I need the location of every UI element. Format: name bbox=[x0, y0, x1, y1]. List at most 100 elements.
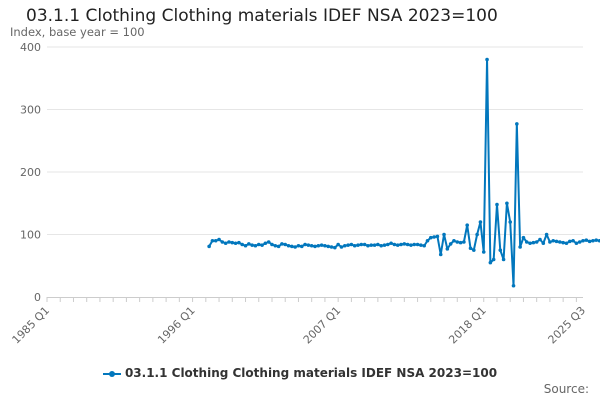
data-point bbox=[571, 238, 575, 243]
data-point bbox=[293, 245, 297, 249]
y-tick-label: 300 bbox=[20, 104, 41, 117]
data-point bbox=[210, 238, 215, 243]
data-point bbox=[296, 243, 301, 248]
data-point bbox=[435, 234, 440, 239]
data-point bbox=[531, 240, 536, 245]
data-point bbox=[220, 240, 225, 244]
data-point bbox=[250, 243, 254, 247]
data-point bbox=[240, 242, 245, 247]
data-point bbox=[339, 245, 344, 249]
data-point bbox=[488, 260, 493, 265]
data-point bbox=[346, 243, 350, 247]
data-point bbox=[342, 243, 347, 248]
data-point bbox=[554, 239, 559, 244]
data-point bbox=[581, 238, 585, 243]
data-point bbox=[237, 240, 241, 245]
data-point bbox=[564, 241, 569, 246]
data-point bbox=[412, 242, 417, 247]
data-point bbox=[376, 242, 380, 247]
data-point bbox=[521, 235, 526, 240]
data-point bbox=[558, 240, 562, 244]
data-point bbox=[458, 240, 463, 245]
data-point bbox=[567, 239, 572, 244]
data-point bbox=[260, 243, 264, 247]
data-point bbox=[465, 223, 470, 227]
data-point bbox=[385, 242, 390, 247]
data-point bbox=[491, 257, 496, 262]
data-point bbox=[392, 242, 397, 247]
x-tick-label: 1996 Q1 bbox=[155, 304, 198, 347]
data-point bbox=[508, 220, 513, 224]
data-point bbox=[369, 243, 374, 247]
data-point bbox=[445, 247, 450, 251]
data-point bbox=[475, 232, 479, 237]
data-point bbox=[577, 240, 582, 244]
legend-line-marker-icon bbox=[102, 369, 121, 379]
data-point bbox=[402, 242, 407, 246]
data-point bbox=[544, 232, 549, 237]
y-tick-label: 100 bbox=[20, 229, 41, 242]
data-point bbox=[515, 122, 519, 126]
data-point bbox=[429, 235, 433, 240]
data-point bbox=[323, 243, 327, 248]
data-point bbox=[455, 240, 460, 244]
y-tick-label: 200 bbox=[20, 166, 41, 179]
data-point bbox=[511, 283, 516, 288]
data-point bbox=[306, 243, 311, 247]
data-point bbox=[286, 243, 291, 248]
data-point bbox=[448, 242, 453, 246]
data-point bbox=[372, 243, 377, 247]
data-point bbox=[395, 243, 400, 247]
data-point bbox=[283, 242, 288, 247]
data-point bbox=[518, 245, 522, 249]
data-point bbox=[309, 243, 314, 248]
data-point bbox=[468, 246, 473, 251]
y-tick-label: 400 bbox=[20, 41, 41, 54]
data-point bbox=[438, 252, 443, 257]
data-point bbox=[326, 244, 331, 249]
data-point bbox=[399, 242, 403, 247]
data-point bbox=[425, 238, 430, 243]
data-point bbox=[313, 244, 317, 249]
x-tick-label: 1985 Q1 bbox=[10, 304, 53, 347]
data-point bbox=[213, 238, 218, 243]
data-point bbox=[442, 232, 446, 237]
axes: 0 100 200 300 400 1985 Q1 1996 Q1 2007 Q1 2018 Q… bbox=[10, 41, 589, 346]
data-point bbox=[472, 248, 476, 252]
data-point bbox=[270, 242, 274, 247]
data-point bbox=[247, 242, 251, 246]
data-point bbox=[462, 240, 466, 244]
x-tick-label: 2007 Q1 bbox=[301, 304, 344, 347]
data-point bbox=[217, 237, 221, 242]
data-point bbox=[528, 241, 532, 246]
series-line bbox=[208, 58, 600, 287]
data-point bbox=[485, 57, 489, 62]
data-point bbox=[591, 238, 595, 243]
chart-title: 03.1.1 Clothing Clothing materials IDEF … bbox=[26, 6, 498, 26]
data-point bbox=[405, 242, 410, 247]
data-point bbox=[379, 243, 383, 248]
data-point bbox=[316, 243, 321, 248]
data-point bbox=[319, 243, 324, 247]
data-point bbox=[594, 238, 599, 242]
legend[interactable]: 03.1.1 Clothing Clothing materials IDEF … bbox=[0, 366, 600, 380]
data-point bbox=[548, 240, 552, 244]
x-tick-label: 2018 Q1 bbox=[446, 304, 489, 347]
data-point bbox=[290, 244, 294, 249]
data-point bbox=[389, 241, 393, 246]
data-point bbox=[280, 242, 284, 246]
data-point bbox=[382, 243, 387, 247]
data-point bbox=[495, 202, 499, 207]
data-point bbox=[223, 241, 228, 246]
data-point bbox=[498, 248, 503, 252]
data-point bbox=[432, 235, 436, 239]
data-point bbox=[336, 242, 340, 247]
legend-label: 03.1.1 Clothing Clothing materials IDEF … bbox=[124, 366, 498, 380]
data-point bbox=[362, 242, 367, 247]
data-point bbox=[233, 241, 238, 246]
data-point bbox=[534, 240, 539, 244]
chart-subtitle: Index, base year = 100 bbox=[10, 25, 145, 39]
data-point bbox=[422, 243, 426, 248]
data-point bbox=[597, 238, 600, 243]
